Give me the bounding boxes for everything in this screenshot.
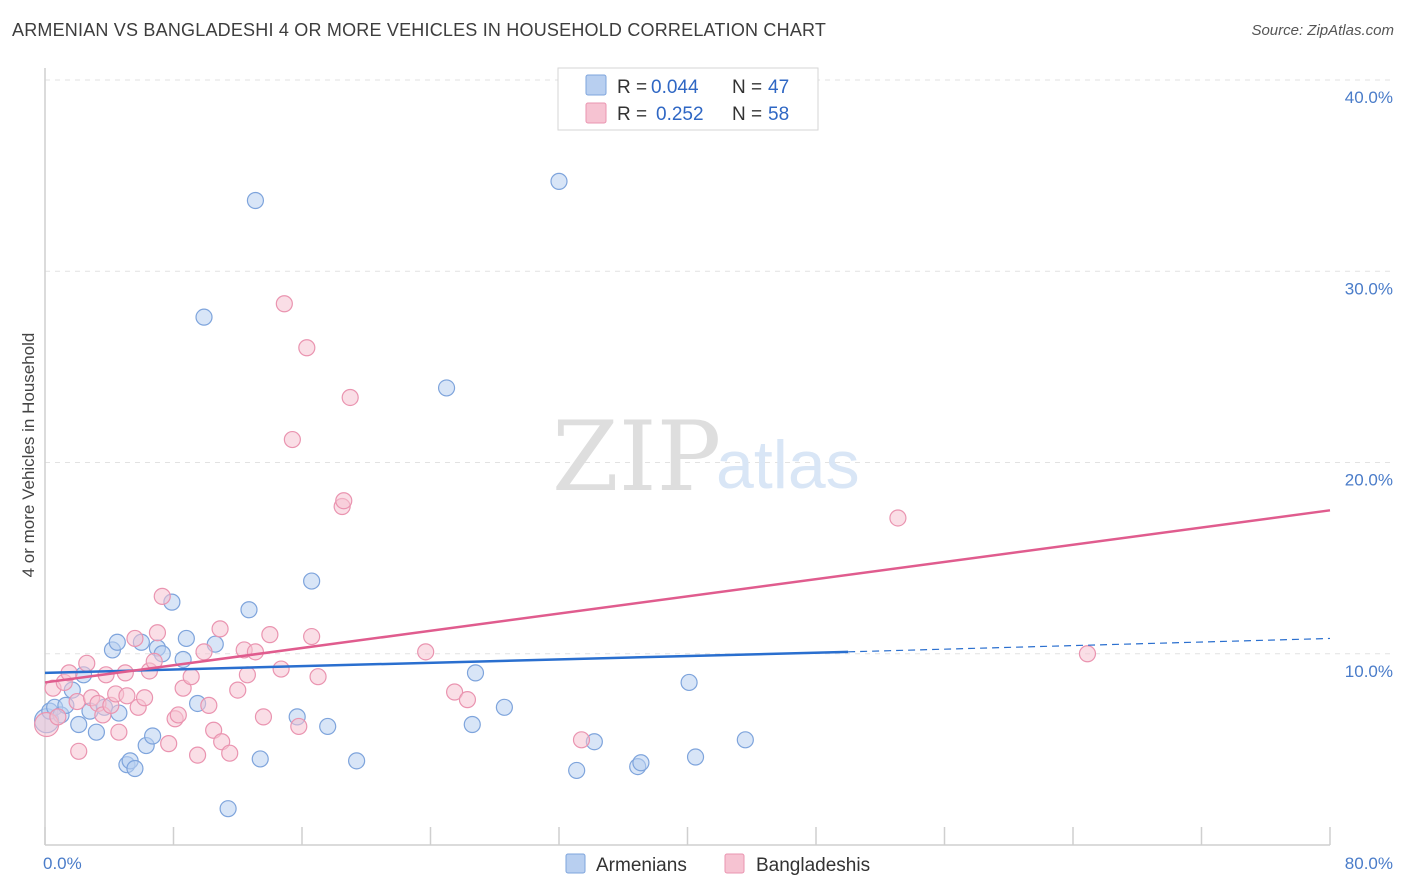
- legend-r-value-bangladeshi: 0.252: [656, 104, 704, 125]
- armenian-point: [437, 379, 456, 397]
- bottom-legend-bangladeshis: Bangladeshis: [756, 855, 870, 876]
- tick-label-layer: 10.0% 20.0% 30.0% 40.0% 0.0% 80.0%: [43, 88, 1393, 873]
- bangladeshi-point: [1078, 645, 1097, 663]
- legend-n-value-bangladeshi: 58: [768, 104, 789, 125]
- bangladeshi-point: [572, 731, 591, 749]
- bangladeshi-point: [290, 717, 308, 736]
- legend-n-label-bangladeshi: N =: [732, 104, 762, 125]
- correlation-legend: R = 0.044 N = 47 R = 0.252 N = 58: [557, 67, 819, 131]
- bangladeshi-point: [341, 388, 359, 407]
- bangladeshi-point: [182, 668, 200, 686]
- series-legend: Armenians Bangladeshis: [565, 853, 870, 876]
- armenian-point: [126, 759, 144, 778]
- armenian-point: [568, 761, 586, 780]
- bangladeshi-point: [275, 295, 293, 313]
- bangladeshi-point: [200, 696, 218, 714]
- armenian-point: [87, 723, 106, 741]
- bangladeshi-point: [68, 692, 86, 711]
- armenian-point: [70, 715, 88, 734]
- bangladeshi-point: [283, 430, 301, 449]
- y-tick-label-40: 40.0%: [1345, 88, 1393, 107]
- bangladeshi-point: [298, 339, 316, 357]
- legend-swatch-armenian: [585, 74, 607, 96]
- bangladeshi-point: [195, 643, 213, 661]
- bangladeshi-point: [335, 492, 353, 510]
- bangladeshi-point: [70, 742, 88, 760]
- watermark-zip: ZIP: [552, 401, 721, 513]
- axes-layer: [44, 68, 1331, 846]
- armenian-trend-extension: [848, 637, 1331, 653]
- bangladeshi-point: [49, 708, 67, 726]
- bangladeshi-point: [458, 691, 477, 709]
- grid-layer: [45, 79, 1392, 655]
- bottom-legend-swatch-bangladeshis: [724, 853, 745, 874]
- bangladeshi-point: [135, 689, 154, 707]
- armenian-point: [319, 717, 337, 736]
- bangladeshi-point: [211, 620, 229, 638]
- y-tick-label-20: 20.0%: [1345, 471, 1393, 490]
- bangladeshi-point: [221, 744, 239, 762]
- bangladeshi-point: [153, 587, 171, 605]
- bangladeshi-point: [148, 624, 167, 642]
- armenian-point: [195, 308, 213, 326]
- bangladeshi-point: [254, 708, 273, 726]
- legend-n-value-armenian: 47: [768, 77, 789, 98]
- bangladeshi-point: [303, 627, 321, 646]
- armenian-point: [463, 715, 481, 734]
- armenian-trend-line: [44, 650, 849, 675]
- legend-r-value-armenian: 0.044: [651, 77, 699, 98]
- armenian-point: [246, 191, 265, 210]
- bottom-legend-swatch-armenians: [565, 853, 586, 874]
- x-tick-label-80: 80.0%: [1345, 854, 1393, 873]
- bangladeshi-point: [238, 666, 256, 684]
- armenian-point: [177, 629, 195, 648]
- armenian-point: [144, 727, 162, 745]
- armenian-point: [495, 698, 513, 716]
- armenian-point: [108, 633, 126, 651]
- bangladeshi-point: [272, 660, 290, 678]
- armenian-point: [219, 800, 237, 818]
- armenian-point: [348, 752, 366, 770]
- bangladeshi-point: [126, 629, 144, 648]
- legend-n-label-armenian: N =: [732, 77, 762, 98]
- bangladeshi-point: [309, 668, 327, 686]
- x-tick-label-0: 0.0%: [43, 854, 82, 873]
- armenian-point: [240, 601, 258, 619]
- bangladeshi-point: [889, 509, 907, 527]
- bangladeshi-point: [261, 626, 279, 644]
- bangladeshi-point: [188, 746, 207, 764]
- bangladeshi-point: [246, 643, 265, 661]
- armenian-point: [550, 172, 568, 190]
- bangladeshi-point: [110, 723, 128, 741]
- legend-r-label-armenian: R =: [617, 77, 647, 98]
- legend-r-label-bangladeshi: R =: [617, 104, 647, 125]
- armenian-point: [686, 748, 705, 766]
- bangladeshi-point: [445, 683, 464, 701]
- bangladeshi-point: [169, 706, 187, 724]
- armenian-point: [466, 664, 485, 682]
- watermark-atlas: atlas: [716, 427, 860, 503]
- bangladeshi-point: [160, 735, 178, 753]
- bangladeshi-point: [78, 654, 96, 672]
- trend-layer: [44, 509, 1331, 684]
- chart-source: Source: ZipAtlas.com: [1251, 22, 1394, 39]
- armenian-point: [736, 731, 754, 749]
- armenian-point: [632, 754, 650, 772]
- y-tick-label-30: 30.0%: [1345, 279, 1393, 298]
- bangladeshi-point: [229, 681, 247, 699]
- armenian-point: [303, 572, 321, 590]
- legend-swatch-bangladeshi: [585, 102, 607, 124]
- y-tick-label-10: 10.0%: [1345, 662, 1393, 681]
- bottom-legend-armenians: Armenians: [596, 855, 687, 876]
- watermark: ZIP atlas: [552, 401, 860, 513]
- bangladeshi-trend-line: [44, 509, 1331, 684]
- bangladeshi-point: [118, 687, 136, 705]
- chart-title: ARMENIAN VS BANGLADESHI 4 OR MORE VEHICL…: [12, 20, 827, 40]
- armenian-point: [251, 750, 269, 768]
- y-axis-label: 4 or more Vehicles in Household: [19, 333, 38, 578]
- bangladeshi-point: [417, 643, 435, 661]
- armenian-point: [680, 673, 698, 692]
